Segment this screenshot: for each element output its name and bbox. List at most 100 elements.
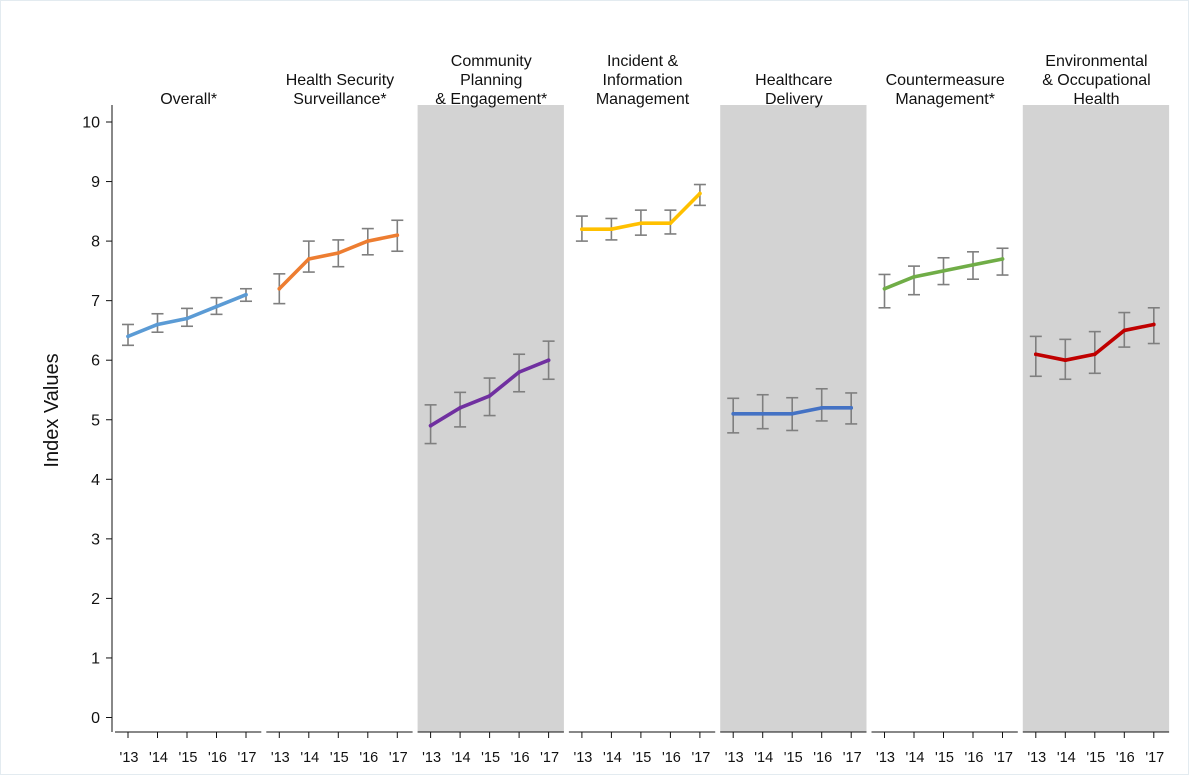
- panel-title-line: Overall*: [160, 91, 217, 108]
- x-tick-label: '14: [603, 750, 622, 766]
- y-axis-label: Index Values: [41, 353, 63, 467]
- error-bar: [996, 247, 1009, 276]
- x-tick-label: '15: [481, 750, 500, 766]
- panel-1: Overall* '13 '14 '15 '16 '17: [115, 91, 262, 766]
- data-point: [580, 227, 584, 231]
- y-tick-label: 5: [91, 412, 100, 429]
- y-axis: Index Values 0 1 2 3 4 5 6 7 8 9 10: [41, 105, 113, 732]
- x-tick-label: '15: [1086, 750, 1105, 766]
- panel-title-line: & Engagement*: [435, 91, 547, 108]
- data-point: [1063, 358, 1068, 363]
- panel-title-line: Health: [1073, 91, 1119, 108]
- x-tick-label: '13: [120, 750, 139, 766]
- x-tick-label: '16: [208, 750, 227, 766]
- data-point: [668, 221, 673, 226]
- x-tick-label: '17: [389, 750, 408, 766]
- data-point: [214, 304, 219, 309]
- panel-title-line: Information: [603, 72, 683, 89]
- x-tick-label: '15: [784, 750, 803, 766]
- y-tick-label: 7: [91, 293, 100, 310]
- panel-title-line: Community: [451, 53, 532, 70]
- panel-3: Community Planning & Engagement* '13 '14 '15 '…: [417, 53, 564, 766]
- data-point: [1093, 352, 1097, 357]
- data-point: [546, 358, 551, 363]
- data-point: [760, 411, 765, 416]
- error-bar: [908, 265, 920, 296]
- x-tick-label: '14: [300, 750, 319, 766]
- panel-title-line: Healthcare: [755, 72, 832, 89]
- data-point: [307, 257, 311, 261]
- y-tick-label: 2: [91, 591, 100, 608]
- panel-4: Incident & Information Management '13 '14 '15…: [568, 53, 716, 766]
- y-tick-label: 0: [91, 710, 100, 727]
- x-tick-label: '13: [725, 750, 744, 766]
- x-tick-label: '14: [452, 750, 471, 766]
- panel-5: Healthcare Delivery '13 '14 '15 '16 '17: [720, 72, 867, 766]
- x-tick-label: '13: [422, 750, 441, 766]
- y-tick-label: 1: [91, 650, 100, 667]
- data-point: [458, 406, 462, 410]
- panel-title-line: Delivery: [765, 91, 823, 108]
- x-tick-label: '15: [330, 750, 349, 766]
- data-point: [244, 292, 248, 297]
- panel-shade: [720, 105, 867, 732]
- panel-6: Countermeasure Management* '13 '14 '15 '16 '17: [871, 72, 1018, 766]
- panel-group: Overall* '13 '14 '15 '16 '17 Health Security Su…: [115, 53, 1170, 766]
- x-tick-label: '17: [994, 750, 1013, 766]
- x-tick-label: '13: [1027, 750, 1046, 766]
- x-tick-label: '13: [271, 750, 290, 766]
- data-point: [971, 263, 975, 267]
- data-point: [395, 233, 400, 237]
- data-point: [912, 275, 916, 279]
- data-point: [698, 191, 702, 196]
- x-tick-label: '14: [1057, 750, 1076, 766]
- data-point: [790, 411, 794, 416]
- panel-title-line: Surveillance*: [293, 91, 386, 108]
- panel-title-line: Environmental: [1045, 53, 1147, 70]
- panel-title-line: Incident &: [607, 53, 678, 70]
- error-bar: [815, 387, 828, 422]
- x-tick-label: '16: [1116, 750, 1135, 766]
- data-point: [517, 370, 521, 374]
- data-point: [731, 411, 735, 416]
- data-point: [185, 316, 189, 321]
- data-point: [366, 239, 370, 243]
- x-tick-label: '13: [876, 750, 895, 766]
- data-point: [277, 286, 282, 291]
- data-point: [1000, 257, 1005, 261]
- x-tick-label: '15: [632, 750, 651, 766]
- x-tick-label: '16: [662, 750, 681, 766]
- x-tick-label: '17: [238, 750, 257, 766]
- x-tick-label: '17: [843, 750, 862, 766]
- x-tick-label: '14: [906, 750, 925, 766]
- error-bar: [878, 273, 891, 309]
- error-bar: [756, 393, 769, 430]
- x-tick-label: '17: [540, 750, 559, 766]
- panel-title-line: Planning: [460, 72, 522, 89]
- data-point: [1034, 352, 1038, 357]
- panel-2: Health Security Surveillance* '13 '14 '15 '16…: [266, 72, 413, 766]
- error-bar: [302, 240, 315, 273]
- y-tick-label: 6: [91, 353, 100, 370]
- x-tick-label: '13: [573, 750, 592, 766]
- data-point: [882, 286, 887, 291]
- y-tick-label: 4: [91, 472, 100, 489]
- y-tick-label: 10: [82, 115, 100, 132]
- x-tick-label: '16: [359, 750, 378, 766]
- x-tick-label: '14: [754, 750, 773, 766]
- y-tick-label: 9: [91, 174, 100, 191]
- data-point: [1152, 322, 1156, 327]
- x-tick-label: '17: [1145, 750, 1164, 766]
- x-tick-label: '15: [935, 750, 954, 766]
- data-point: [1122, 328, 1127, 333]
- data-point: [849, 406, 853, 410]
- data-point: [126, 334, 130, 339]
- y-tick-label: 8: [91, 234, 100, 251]
- panel-title-line: & Occupational: [1042, 72, 1151, 89]
- panel-title-line: Management: [596, 91, 690, 108]
- panel-shade: [1022, 105, 1170, 732]
- data-point: [609, 227, 614, 231]
- panel-title-line: Countermeasure: [886, 72, 1005, 89]
